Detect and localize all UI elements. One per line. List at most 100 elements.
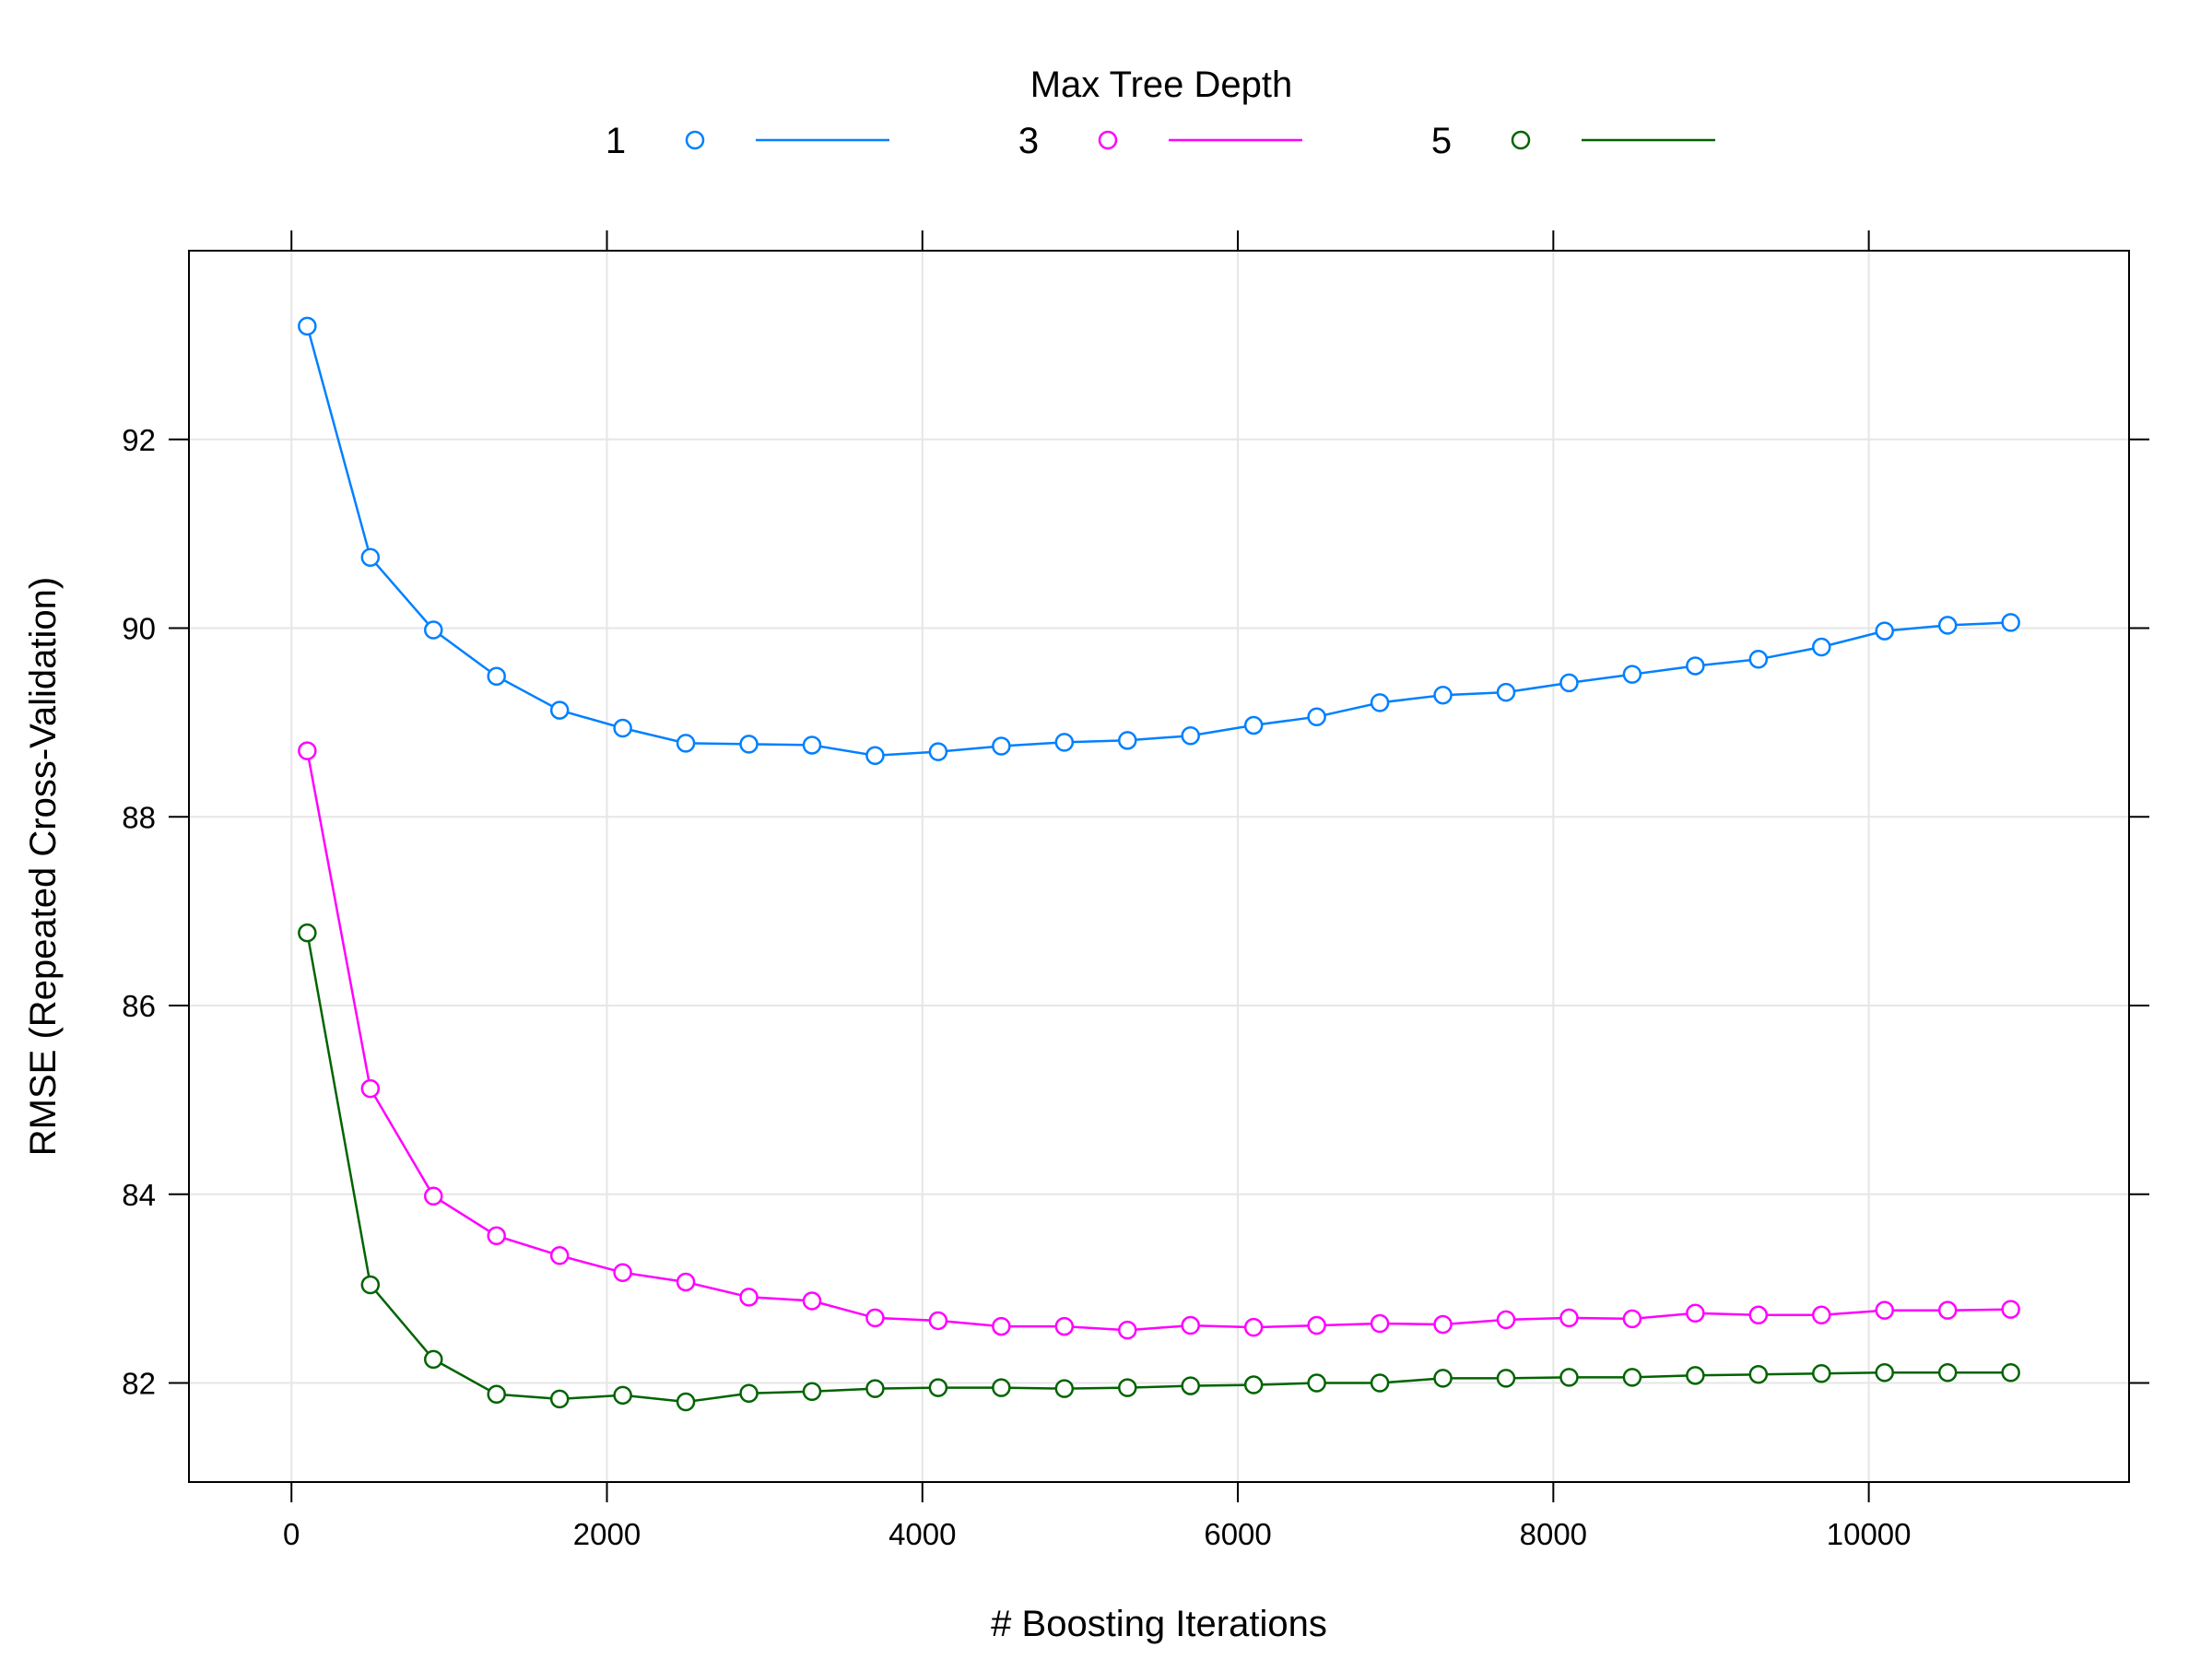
data-point — [298, 316, 317, 336]
legend-entry-5: 5 — [1431, 121, 1715, 161]
data-point — [298, 741, 317, 760]
data-point — [1559, 1368, 1579, 1387]
data-point — [613, 1263, 632, 1282]
data-point — [1622, 665, 1642, 684]
y-tick-label: 92 — [122, 423, 156, 457]
y-tick-label: 82 — [122, 1367, 156, 1401]
data-point — [1812, 1364, 1831, 1383]
data-point — [1748, 1365, 1769, 1384]
plot-panel-border — [188, 250, 2130, 1483]
data-point — [1118, 731, 1137, 750]
legend-entry-3: 3 — [1018, 121, 1302, 161]
data-point — [1307, 1373, 1326, 1393]
data-point — [424, 1186, 443, 1206]
data-point — [2001, 1362, 2020, 1382]
data-point — [2001, 613, 2020, 632]
data-point — [1875, 1300, 1894, 1320]
legend-label: 5 — [1431, 121, 1452, 161]
x-tick-label: 2000 — [573, 1517, 641, 1551]
data-point — [1433, 685, 1453, 705]
data-point — [992, 736, 1011, 756]
data-point — [1433, 1369, 1453, 1388]
data-point — [1307, 707, 1326, 726]
data-point — [1748, 1305, 1769, 1325]
grid — [189, 251, 2129, 1482]
data-point — [1118, 1320, 1137, 1340]
legend-label: 1 — [606, 121, 626, 161]
data-point — [865, 1379, 885, 1398]
data-point — [613, 718, 632, 738]
data-point — [802, 735, 822, 755]
data-point — [1937, 616, 1958, 635]
data-point — [1875, 621, 1894, 641]
data-point — [1686, 1303, 1705, 1323]
data-point — [360, 1078, 381, 1099]
data-point — [739, 1383, 759, 1404]
data-point — [1054, 1379, 1075, 1398]
data-point — [1433, 1314, 1453, 1335]
x-axis-label: # Boosting Iterations — [991, 1604, 1327, 1644]
data-point — [424, 1349, 443, 1370]
data-point — [487, 1226, 506, 1246]
y-tick-label: 84 — [122, 1178, 156, 1212]
data-point — [1370, 1373, 1390, 1393]
data-point — [487, 666, 506, 686]
data-point — [1054, 1316, 1075, 1336]
data-point — [1622, 1368, 1642, 1387]
data-point — [676, 734, 696, 753]
data-point — [676, 1392, 696, 1412]
data-point — [1496, 1369, 1516, 1388]
x-tick-label: 0 — [283, 1517, 300, 1551]
data-point — [1496, 1310, 1516, 1330]
data-point — [1686, 656, 1705, 676]
data-point — [1243, 1317, 1264, 1337]
data-point — [1812, 1305, 1831, 1325]
data-point — [360, 1275, 381, 1295]
data-point — [2001, 1300, 2020, 1319]
data-point — [1181, 1315, 1200, 1335]
data-point — [424, 620, 443, 640]
legend-title: Max Tree Depth — [1030, 65, 1293, 105]
data-point — [865, 746, 885, 765]
data-point — [1622, 1309, 1642, 1329]
data-point — [1559, 1308, 1579, 1328]
data-point — [1307, 1315, 1326, 1335]
data-point — [487, 1384, 506, 1405]
series-line — [306, 750, 2011, 1332]
y-tick-label: 88 — [122, 800, 156, 834]
data-point — [928, 1311, 948, 1331]
x-tick-label: 6000 — [1204, 1517, 1271, 1551]
series-line — [306, 932, 2011, 1404]
series-line — [306, 325, 2011, 757]
data-point — [992, 1316, 1011, 1336]
axes: 0 2000 4000 6000 8000 10000 82 84 86 88 90 92 — [122, 230, 2149, 1551]
data-point — [1937, 1362, 1958, 1382]
legend-entry-1: 1 — [606, 121, 889, 161]
x-tick-label: 4000 — [888, 1517, 956, 1551]
series-5 — [298, 923, 2020, 1412]
data-point — [549, 700, 570, 720]
data-point — [1559, 673, 1579, 693]
data-point — [739, 1288, 759, 1307]
data-point — [1181, 725, 1200, 746]
data-point — [992, 1378, 1011, 1397]
series-1 — [298, 316, 2020, 765]
data-point — [1937, 1300, 1958, 1320]
legend-marker — [685, 130, 705, 150]
series-3 — [298, 741, 2020, 1340]
y-tick-label: 86 — [122, 989, 156, 1023]
data-point — [1875, 1362, 1894, 1382]
data-point — [613, 1385, 632, 1406]
data-point — [1243, 1375, 1264, 1394]
legend-marker — [1098, 130, 1118, 150]
legend-marker — [1511, 130, 1531, 150]
data-point — [1748, 650, 1769, 669]
data-point — [676, 1272, 696, 1292]
data-point — [298, 923, 317, 943]
data-point — [928, 1378, 948, 1397]
data-point — [1243, 715, 1264, 735]
data-point — [1054, 733, 1075, 752]
legend-label: 3 — [1018, 121, 1039, 161]
data-point — [549, 1246, 570, 1265]
